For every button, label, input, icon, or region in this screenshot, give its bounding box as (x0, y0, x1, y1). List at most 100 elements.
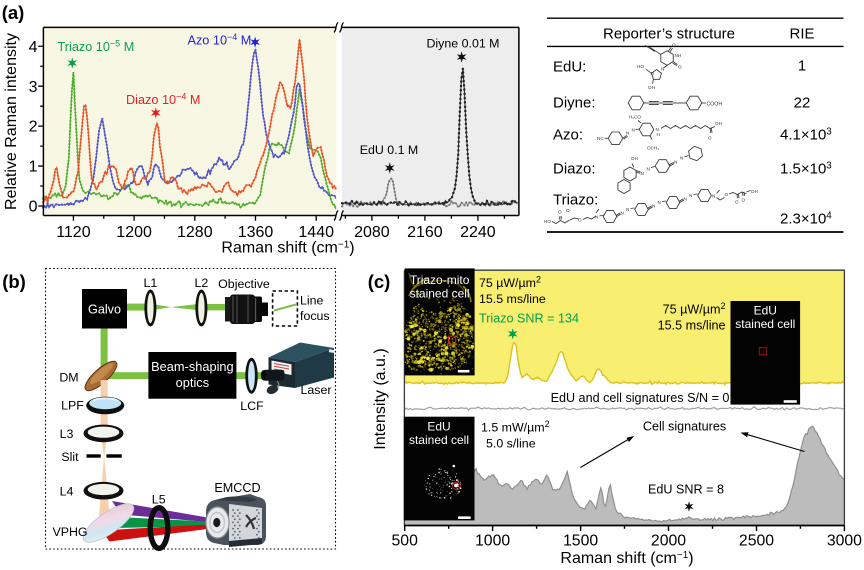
svg-text:0: 0 (29, 199, 38, 216)
svg-text:Diazo 10−4 M: Diazo 10−4 M (126, 92, 200, 108)
svg-text:focus: focus (300, 309, 330, 323)
svg-text:Azo 10−4 M: Azo 10−4 M (188, 32, 252, 48)
svg-text:N: N (632, 128, 635, 133)
svg-text:Line: Line (300, 294, 324, 308)
svg-text:Reporter’s structure: Reporter’s structure (603, 26, 735, 43)
svg-text:COOH: COOH (707, 101, 723, 107)
svg-text:stained cell: stained cell (735, 317, 795, 331)
svg-text:15.5 ms/line: 15.5 ms/line (658, 319, 726, 333)
svg-text:H: H (657, 132, 660, 137)
svg-text:OCH₃: OCH₃ (647, 146, 659, 151)
svg-text:N: N (626, 131, 629, 136)
svg-text:Raman shift (cm−1): Raman shift (cm−1) (221, 240, 354, 257)
svg-text:N: N (595, 215, 598, 220)
svg-text:O: O (558, 210, 562, 215)
svg-text:3000: 3000 (827, 533, 862, 550)
svg-text:(a): (a) (2, 2, 25, 23)
svg-text:1: 1 (29, 159, 38, 176)
svg-text:Diyne:: Diyne: (553, 95, 596, 112)
svg-text:2160: 2160 (407, 224, 443, 241)
svg-text:N: N (656, 127, 659, 132)
svg-text:HO: HO (637, 64, 644, 69)
svg-text:EdU SNR = 8: EdU SNR = 8 (648, 483, 724, 497)
svg-text:Galvo: Galvo (88, 303, 121, 317)
svg-text:Laser: Laser (301, 383, 332, 397)
svg-text:Objective: Objective (218, 277, 270, 291)
svg-text:EdU: EdU (754, 304, 777, 318)
svg-text:Triazo 10−5 M: Triazo 10−5 M (58, 39, 135, 55)
svg-text:O: O (566, 208, 570, 213)
svg-text:O: O (672, 43, 676, 48)
svg-text:2: 2 (29, 119, 38, 136)
svg-text:1360: 1360 (238, 224, 274, 241)
svg-text:3: 3 (29, 79, 38, 96)
svg-text:1440: 1440 (298, 224, 334, 241)
svg-text:Intensity (a.u.): Intensity (a.u.) (372, 348, 389, 449)
svg-text:N: N (684, 197, 687, 202)
svg-text:1000: 1000 (475, 533, 510, 550)
svg-text:EMCCD: EMCCD (214, 481, 260, 495)
svg-text:O: O (742, 198, 746, 203)
svg-text:N: N (626, 207, 629, 212)
svg-text:4.1×103: 4.1×103 (780, 127, 832, 144)
svg-text:DM: DM (59, 371, 78, 385)
svg-text:L5: L5 (152, 493, 166, 507)
svg-text:1120: 1120 (56, 224, 91, 241)
svg-text:500: 500 (392, 533, 419, 550)
svg-text:15.5 ms/line: 15.5 ms/line (479, 292, 546, 306)
svg-text:1.5×103: 1.5×103 (780, 161, 832, 178)
svg-text:Triazo-mito: Triazo-mito (410, 273, 470, 287)
svg-text:22: 22 (794, 95, 811, 112)
svg-text:OH: OH (648, 85, 655, 90)
svg-text:OH: OH (631, 156, 638, 161)
svg-text:(b): (b) (2, 271, 26, 292)
svg-text:N: N (641, 171, 644, 176)
svg-text:Diazo:: Diazo: (553, 161, 596, 178)
svg-text:L1: L1 (144, 276, 158, 290)
svg-text:Cell signatures: Cell signatures (643, 420, 726, 434)
svg-text:optics: optics (176, 375, 209, 390)
svg-text:4: 4 (29, 39, 38, 56)
svg-text:1: 1 (798, 58, 806, 75)
svg-text:N: N (647, 167, 650, 172)
svg-text:75 µW/µm2: 75 µW/µm2 (663, 301, 726, 317)
svg-text:N: N (658, 200, 661, 205)
svg-text:Relative Raman intensity: Relative Raman intensity (3, 33, 20, 210)
svg-text:Diyne 0.01 M: Diyne 0.01 M (426, 37, 499, 51)
svg-text:Raman shift (cm−1): Raman shift (cm−1) (560, 550, 693, 567)
svg-text:VPHG: VPHG (52, 525, 87, 539)
svg-text:NH: NH (675, 53, 682, 58)
svg-text:EdU:: EdU: (553, 59, 586, 76)
svg-text:2080: 2080 (354, 224, 390, 241)
svg-text:O: O (708, 136, 712, 141)
svg-text:N: N (680, 156, 683, 161)
svg-text:Triazo SNR = 134: Triazo SNR = 134 (479, 311, 579, 325)
svg-text:O: O (725, 192, 729, 197)
svg-text:EdU and cell signatures S/N =: EdU and cell signatures S/N = 0 (551, 391, 730, 405)
svg-text:Azo:: Azo: (553, 127, 583, 144)
svg-text:Triazo:: Triazo: (553, 192, 598, 209)
svg-text:LCF: LCF (240, 399, 264, 413)
svg-text:OH: OH (715, 121, 722, 126)
svg-text:Slit: Slit (61, 450, 79, 464)
svg-text:N: N (661, 67, 664, 72)
svg-text:2000: 2000 (651, 533, 686, 550)
svg-text:75 µW/µm2: 75 µW/µm2 (479, 275, 541, 291)
svg-text:1280: 1280 (177, 224, 213, 241)
svg-text:N: N (712, 194, 715, 199)
svg-text:1.5 mW/µm2: 1.5 mW/µm2 (481, 419, 550, 435)
svg-text:N: N (674, 160, 677, 165)
svg-text:O: O (578, 218, 582, 223)
svg-text:O: O (678, 65, 682, 70)
svg-text:L2: L2 (195, 276, 209, 290)
svg-text:2500: 2500 (739, 533, 774, 550)
svg-text:H₂CO: H₂CO (629, 115, 641, 120)
svg-text:EdU: EdU (427, 420, 450, 434)
svg-text:Beam-shaping: Beam-shaping (151, 359, 234, 374)
svg-text:2.3×104: 2.3×104 (780, 211, 832, 228)
svg-text:L3: L3 (60, 427, 74, 441)
svg-text:N: N (621, 211, 624, 216)
svg-text:N: N (652, 204, 655, 209)
svg-text:RIE: RIE (789, 26, 814, 43)
svg-text:L4: L4 (60, 485, 74, 499)
